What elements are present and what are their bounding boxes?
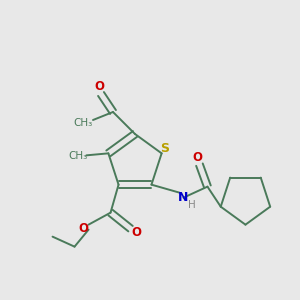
Text: S: S: [160, 142, 169, 155]
Text: O: O: [193, 151, 202, 164]
Text: CH₃: CH₃: [74, 118, 93, 128]
Text: H: H: [188, 200, 195, 210]
Text: CH₃: CH₃: [69, 151, 88, 161]
Text: O: O: [94, 80, 104, 94]
Text: O: O: [79, 222, 88, 235]
Text: N: N: [178, 191, 189, 204]
Text: O: O: [131, 226, 142, 239]
